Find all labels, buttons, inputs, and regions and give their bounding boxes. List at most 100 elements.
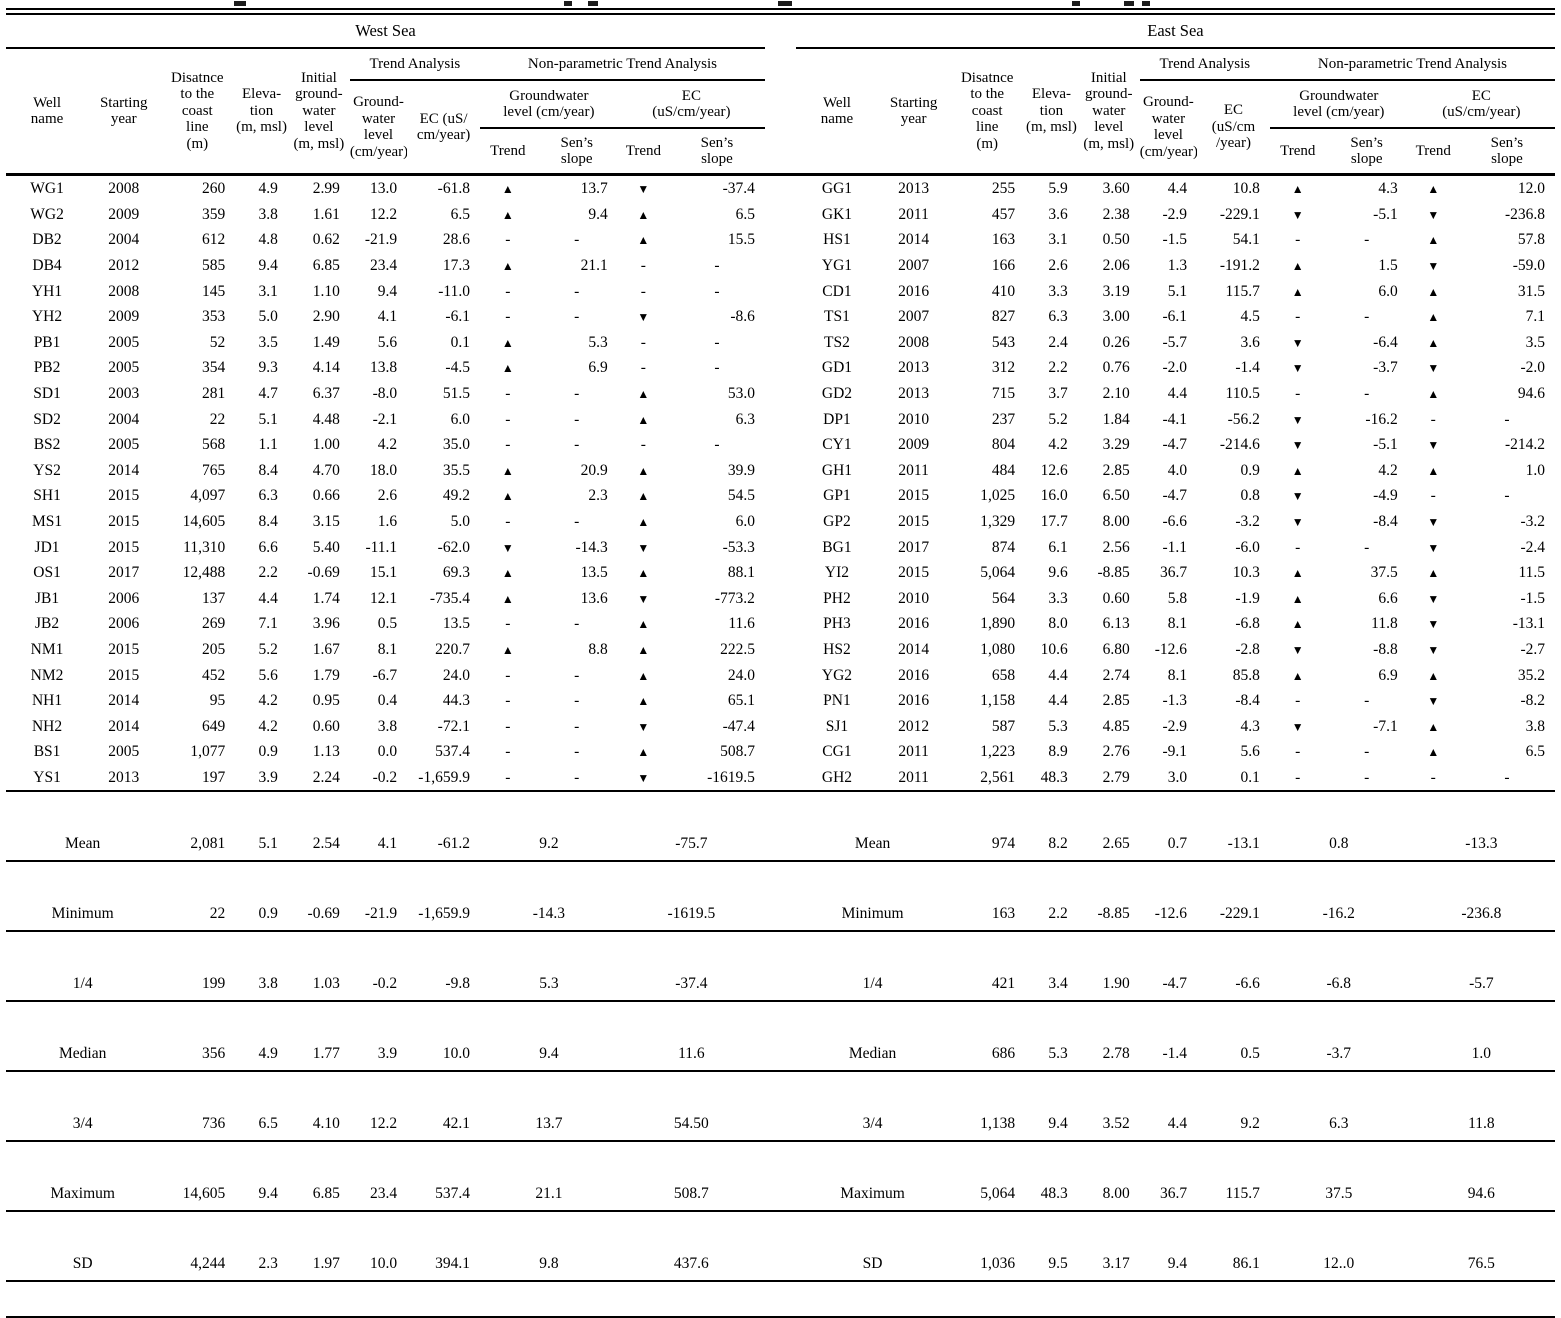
gw-sens-slope-cell: 9.4 xyxy=(588,205,608,223)
distance-cell: 269 xyxy=(201,615,226,633)
ec-trend-direction-cell: ▼ xyxy=(1408,637,1459,663)
ec-sens-slope-cell: 31.5 xyxy=(1517,282,1545,300)
well-name-cell: SJ1 xyxy=(825,717,849,735)
initial-gw-level-cell: 2.76 xyxy=(1102,743,1130,761)
summary-label: Median xyxy=(58,1044,107,1062)
initial-gw-level-cell: 2.78 xyxy=(1102,1044,1130,1062)
ec-sens-slope-cell: -2.4 xyxy=(1520,538,1545,556)
gw-level-change-cell: 0.0 xyxy=(377,743,398,761)
sea-header-row: West Sea East Sea xyxy=(6,14,1555,49)
well-name-cell: NM1 xyxy=(30,640,64,658)
ec-trend-direction-cell: ▲ xyxy=(618,739,669,765)
west-initial-gw-header: Initial ground- water level (m, msl) xyxy=(293,69,345,152)
gw-level-change-cell: 18.0 xyxy=(370,461,398,479)
west-gw-level-header: Ground- water level (cm/year) xyxy=(349,94,408,160)
ec-change-cell: 28.6 xyxy=(442,231,470,249)
ec-change-cell: -1,659.9 xyxy=(418,904,470,922)
gw-level-change-cell: -2.9 xyxy=(1162,717,1188,735)
starting-year-cell: 2016 xyxy=(898,615,930,633)
np-gw-summary-cell: 13.7 xyxy=(535,1114,563,1132)
starting-year-cell: 2014 xyxy=(108,717,140,735)
ec-trend-direction-cell: ▲ xyxy=(618,227,669,253)
triangle-down-icon: ▼ xyxy=(1291,412,1304,427)
gw-level-change-cell: 3.8 xyxy=(377,717,398,735)
gw-trend-direction-cell: - xyxy=(1270,381,1326,407)
gw-sens-slope-cell: -14.3 xyxy=(575,538,608,556)
distance-cell: 974 xyxy=(991,834,1016,852)
column-gap xyxy=(765,458,796,484)
east-distance-header: Disatnce to the coast line (m) xyxy=(960,69,1014,152)
triangle-up-icon: ▲ xyxy=(1291,284,1304,299)
triangle-down-icon: ▼ xyxy=(1427,694,1440,709)
no-trend-dash: - xyxy=(505,743,511,761)
caption-fragment xyxy=(588,1,598,6)
initial-gw-level-cell: 8.00 xyxy=(1102,512,1130,530)
gw-level-change-cell: 8.1 xyxy=(1167,666,1188,684)
gw-trend-direction-cell: ▲ xyxy=(1270,560,1326,586)
ec-trend-direction-cell: ▲ xyxy=(618,662,669,688)
triangle-up-icon: ▲ xyxy=(1291,617,1304,632)
column-gap xyxy=(765,14,796,48)
ec-change-cell: 220.7 xyxy=(435,640,470,658)
starting-year-cell: 2013 xyxy=(108,768,140,786)
rule-line xyxy=(6,1000,1555,1037)
ec-sens-slope-cell: 6.3 xyxy=(735,410,755,428)
west-distance-header: Disatnce to the coast line (m) xyxy=(171,69,224,152)
elevation-cell: 3.6 xyxy=(1048,205,1068,223)
gw-trend-direction-cell: - xyxy=(480,406,536,432)
no-trend-dash: - xyxy=(640,282,646,300)
distance-cell: 452 xyxy=(201,666,226,684)
ec-sens-slope-cell: -13.1 xyxy=(1512,615,1545,633)
ec-change-cell: 69.3 xyxy=(442,564,470,582)
triangle-up-icon: ▲ xyxy=(637,694,650,709)
well-name-cell: HS2 xyxy=(823,640,851,658)
gw-sens-slope-cell: -16.2 xyxy=(1365,410,1398,428)
well-name-cell: YH1 xyxy=(31,282,63,300)
gw-level-change-cell: 5.8 xyxy=(1167,589,1188,607)
initial-gw-level-cell: 2.74 xyxy=(1102,666,1130,684)
ec-change-cell: 24.0 xyxy=(442,666,470,684)
triangle-down-icon: ▼ xyxy=(637,770,650,785)
gw-sens-slope-cell: - xyxy=(574,410,580,428)
gw-trend-direction-cell: ▼ xyxy=(480,534,536,560)
no-trend-dash: - xyxy=(505,717,511,735)
triangle-down-icon: ▼ xyxy=(637,540,650,555)
starting-year-cell: 2013 xyxy=(898,385,930,403)
west-trend-analysis-header: Trend Analysis xyxy=(349,48,480,81)
well-name-cell: NH1 xyxy=(31,692,63,710)
ec-change-cell: -9.8 xyxy=(445,974,470,992)
gw-trend-direction-cell: - xyxy=(480,765,536,792)
ec-change-cell: -6.0 xyxy=(1235,538,1260,556)
well-name-cell: GP2 xyxy=(823,512,851,530)
well-name-cell: DB4 xyxy=(32,257,62,275)
well-name-cell: YS2 xyxy=(33,461,61,479)
distance-cell: 12,488 xyxy=(182,564,226,582)
gw-level-change-cell: -0.2 xyxy=(372,768,398,786)
elevation-cell: 2.2 xyxy=(1048,904,1068,922)
table-row: BS2 2005 568 1.1 1.00 4.2 35.0 - - - - CY1 2009 804 4.… xyxy=(6,432,1555,458)
gw-sens-slope-cell: - xyxy=(574,615,580,633)
table-row: SH1 2015 4,097 6.3 0.66 2.6 49.2 ▲ 2.3 ▲ 54.5 GP1 20… xyxy=(6,483,1555,509)
triangle-up-icon: ▲ xyxy=(1427,745,1440,760)
ec-sens-slope-cell: 15.5 xyxy=(727,231,755,249)
elevation-cell: 5.2 xyxy=(1048,410,1068,428)
ec-sens-slope-cell: 12.0 xyxy=(1517,180,1545,198)
gw-level-change-cell: 5.6 xyxy=(377,333,398,351)
ec-sens-slope-cell: - xyxy=(714,257,720,275)
triangle-up-icon: ▲ xyxy=(1291,259,1304,274)
triangle-down-icon: ▼ xyxy=(1427,361,1440,376)
gw-trend-direction-cell: ▲ xyxy=(480,560,536,586)
gw-sens-slope-cell: 4.3 xyxy=(1378,180,1398,198)
gw-level-change-cell: 12.2 xyxy=(370,1114,398,1132)
starting-year-cell: 2009 xyxy=(108,205,140,223)
gw-level-change-cell: 4.4 xyxy=(1167,1114,1188,1132)
well-name-cell: TS2 xyxy=(824,333,850,351)
np-ec-summary-cell: 1.0 xyxy=(1471,1044,1492,1062)
initial-gw-level-cell: 1.74 xyxy=(312,589,340,607)
gw-level-change-cell: -1.3 xyxy=(1162,692,1188,710)
np-ec-summary-cell: -236.8 xyxy=(1461,904,1502,922)
elevation-cell: 5.0 xyxy=(258,308,278,326)
table-row: NH1 2014 95 4.2 0.95 0.4 44.3 - - ▲ 65.1 PN1 2016 1,1… xyxy=(6,688,1555,714)
initial-gw-level-cell: 0.62 xyxy=(312,231,340,249)
np-ec-summary-cell: 54.50 xyxy=(673,1114,709,1132)
